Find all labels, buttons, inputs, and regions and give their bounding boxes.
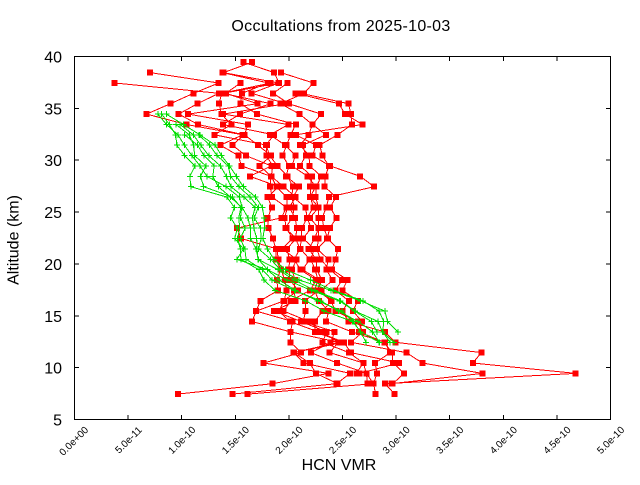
- svg-text:HCN VMR: HCN VMR: [302, 457, 377, 474]
- svg-text:5: 5: [53, 413, 62, 430]
- svg-text:35: 35: [44, 101, 62, 118]
- svg-text:25: 25: [44, 205, 62, 222]
- svg-text:Altitude (km): Altitude (km): [6, 195, 23, 285]
- svg-text:Occultations from 2025-10-03: Occultations from 2025-10-03: [231, 18, 450, 35]
- svg-text:15: 15: [44, 309, 62, 326]
- svg-text:10: 10: [44, 361, 62, 378]
- svg-text:20: 20: [44, 257, 62, 274]
- svg-text:40: 40: [44, 50, 62, 67]
- svg-text:30: 30: [44, 153, 62, 170]
